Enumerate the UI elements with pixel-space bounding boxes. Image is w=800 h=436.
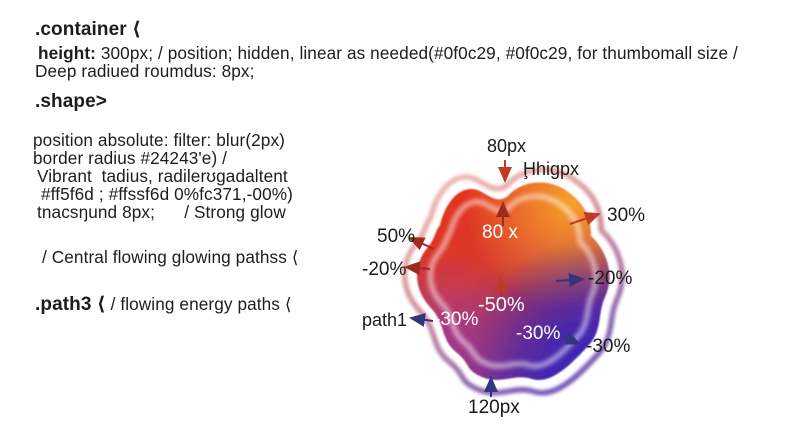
- height-line: height: 300px; / position; hidden, linea…: [38, 44, 738, 63]
- label-left-neg20: -20%: [362, 259, 407, 280]
- label-inner-neg30-right: -30%: [516, 323, 561, 344]
- arrow-left-50: [408, 237, 435, 251]
- label-inner-neg50: -50%: [478, 294, 525, 316]
- shape-header: .shape>: [35, 91, 107, 112]
- shape-line-vibrant: Vibrant tadius, radilerʊgadaltent: [37, 166, 288, 186]
- shape-line-border: border radius #24243'e) /: [33, 148, 228, 168]
- shape-line-glow: tnacsŋund 8px; / Strong glow: [37, 202, 286, 222]
- arrow-path1: [409, 312, 434, 327]
- label-path1: path1: [362, 310, 408, 330]
- arrow-right-neg30: [551, 330, 581, 345]
- label-inner-80x: 80 x: [482, 222, 518, 243]
- path3-comment: / flowing energy paths ⟨: [105, 294, 292, 314]
- shape-line-position: position absolute: filter: blur(2px): [33, 130, 285, 150]
- radius-line: Deep radiued roumdus: 8px;: [35, 61, 255, 81]
- label-top-height: Ḩhigpx: [523, 159, 580, 179]
- label-left-50: 50%: [377, 226, 416, 247]
- arrow-left-neg20: [404, 261, 431, 276]
- label-bottom-120px: 120px: [468, 397, 520, 418]
- arrow-right-neg20: [555, 273, 585, 288]
- label-top-80px: 80px: [487, 136, 527, 156]
- arrow-right-30: [569, 211, 601, 226]
- path3-line: .path3 ⟨ / flowing energy paths ⟨: [35, 294, 292, 315]
- height-property: height:: [38, 43, 96, 63]
- height-value: 300px; / position; hidden, linear as nee…: [95, 43, 738, 63]
- container-header: .container ⟨: [35, 19, 141, 40]
- label-inner-neg30-left: -30%: [434, 309, 479, 330]
- path3-selector: .path3 ⟨: [35, 294, 106, 315]
- label-right-30: 30%: [607, 205, 646, 226]
- label-right-neg20: -20%: [588, 268, 633, 289]
- central-comment: / Central flowing glowing pathss ⟨: [42, 247, 299, 267]
- shape-line-hex: #ff5f6d ; #ffssf6d 0%fc371,-00%): [41, 184, 293, 204]
- label-right-neg30: -30%: [586, 336, 631, 357]
